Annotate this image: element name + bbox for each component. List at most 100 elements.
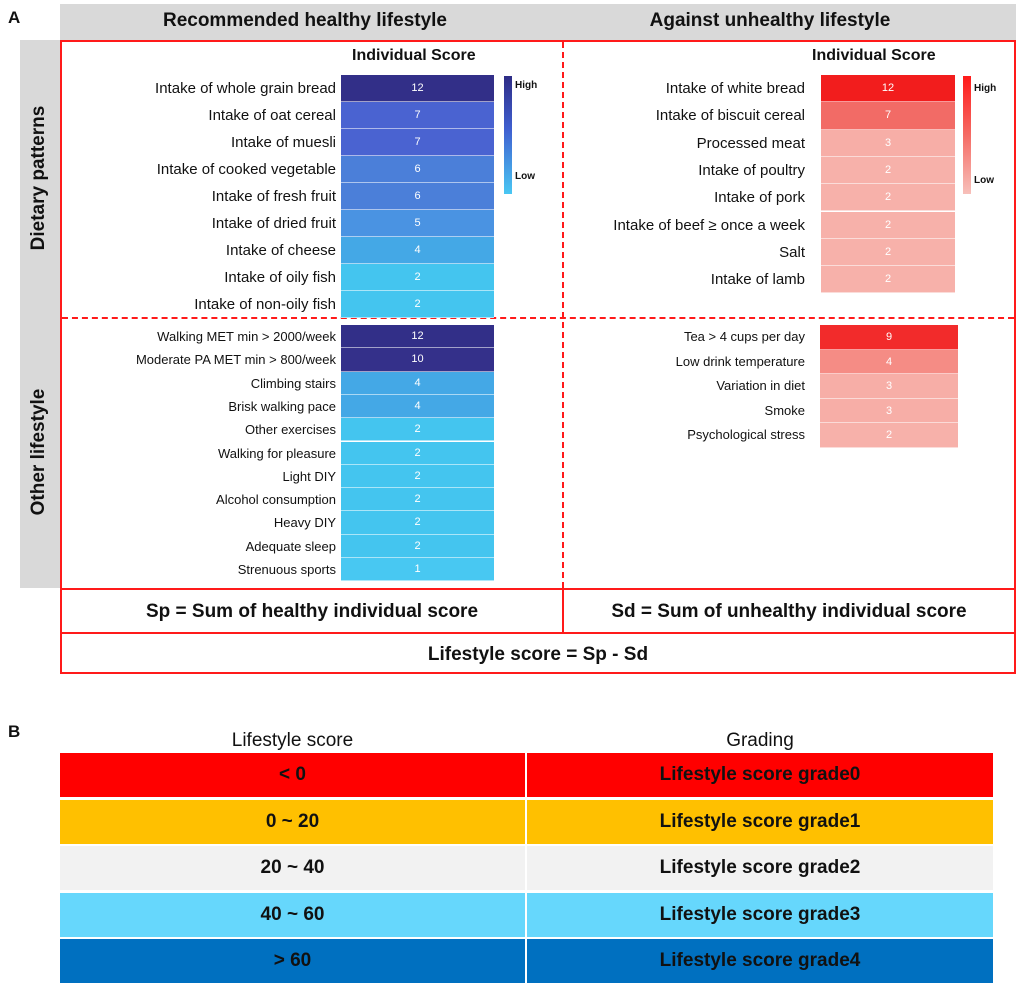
grading-grade-cell: Lifestyle score grade0 [527,753,993,797]
heatmap-row-label: Light DIY [282,468,336,484]
heatmap-row-label: Intake of muesli [230,134,336,151]
heatmap-row: Intake of muesli 7 [100,129,495,156]
heatmap-row-label: Intake of dried fruit [211,215,336,232]
heatmap-cell: 2 [341,488,494,512]
heatmap-row: Intake of pork 2 [580,184,960,212]
lifestyle-formula-frame [60,632,1016,674]
heatmap-row: Walking for pleasure 2 [100,441,495,465]
heatmap-row: Salt 2 [580,238,960,267]
heatmap-row-label: Tea > 4 cups per day [683,329,805,344]
panel-b-label: B [8,722,21,741]
legend-bar-blue [504,76,512,194]
heatmap-row: Intake of beef ≥ once a week 2 [580,211,960,239]
heatmap-cell: 2 [341,441,494,465]
heatmap-row-label: Walking MET min > 2000/week [157,329,336,344]
heatmap-row-label: Walking for pleasure [217,445,336,461]
grading-range-cell: 20 ~ 40 [60,846,525,890]
heatmap-row-label: Intake of cooked vegetable [156,161,336,178]
heatmap-cell: 12 [821,75,955,103]
heatmap-row-label: Intake of poultry [698,161,805,179]
heatmap-row: Variation in diet 3 [620,374,958,399]
heatmap-cell: 1 [341,558,494,582]
horizontal-divider [62,317,1014,319]
heatmap-row-label: Alcohol consumption [216,492,336,508]
heatmap-row: Low drink temperature 4 [620,349,958,374]
heatmap-cell: 10 [341,348,494,372]
grading-grade-cell: Lifestyle score grade4 [527,939,993,983]
row-label-other: Other lifestyle [28,388,49,516]
grading-range-cell: 40 ~ 60 [60,892,525,937]
heatmap-cell: 4 [341,394,494,419]
heatmap-row: Intake of biscuit cereal 7 [580,102,960,130]
heatmap-cell: 3 [821,129,955,157]
heatmap-cell: 4 [341,237,494,264]
heatmap-cell: 6 [341,156,494,183]
heatmap-row: Intake of non-oily fish 2 [100,291,495,318]
heatmap-row-label: Intake of cheese [225,242,336,259]
heatmap-row: Climbing stairs 4 [100,371,495,395]
heatmap-cell: 2 [821,211,955,239]
heatmap-cell: 2 [821,184,955,212]
heatmap-row: Intake of lamb 2 [580,266,960,294]
individual-score-title-healthy: Individual Score [352,47,476,64]
vertical-divider [562,42,564,588]
heatmap-row-label: Intake of oat cereal [208,107,336,124]
heatmap-row-label: Low drink temperature [675,353,805,369]
heatmap-row-label: Intake of whole grain bread [155,80,336,97]
heatmap-row: Intake of oat cereal 7 [100,102,495,129]
grading-range-cell: < 0 [60,753,525,797]
panel-a-label: A [8,8,21,27]
heatmap-row-label: Climbing stairs [250,375,336,391]
heatmap-row: Psychological stress 2 [620,423,958,448]
heatmap-row-label: Adequate sleep [245,538,336,554]
heatmap-row: Intake of cooked vegetable 6 [100,156,495,183]
header-unhealthy: Against unhealthy lifestyle [649,10,891,31]
heatmap-row: Processed meat 3 [580,129,960,157]
grading-header-grade: Grading [726,730,794,751]
heatmap-row-label: Intake of non-oily fish [194,296,336,313]
grading-header-score: Lifestyle score [231,730,354,751]
legend-low-blue: Low [515,171,535,182]
heatmap-row-label: Psychological stress [687,427,805,442]
heatmap-row: Intake of white bread 12 [580,75,960,103]
heatmap-row-label: Strenuous sports [237,562,336,577]
heatmap-row: Strenuous sports 1 [100,558,495,582]
formula-sp: Sp = Sum of healthy individual score [145,601,479,622]
column-header-bar [60,4,1016,40]
heatmap-cell: 6 [341,183,494,210]
grading-grade-cell: Lifestyle score grade2 [527,846,993,890]
heatmap-cell: 12 [341,325,494,349]
heatmap-row: Intake of poultry 2 [580,156,960,185]
heatmap-cell: 9 [820,325,958,350]
heatmap-row: Smoke 3 [620,398,958,423]
heatmap-row-label: Processed meat [696,134,805,152]
row-header-bar [20,40,60,588]
heatmap-row-label: Brisk walking pace [228,398,336,414]
heatmap-row-label: Intake of oily fish [224,269,336,286]
heatmap-row: Other exercises 2 [100,418,495,442]
heatmap-cell: 2 [341,418,494,442]
heatmap-cell: 2 [341,534,494,558]
heatmap-row-label: Intake of beef ≥ once a week [613,216,805,234]
grading-range-cell: > 60 [60,939,525,983]
heatmap-cell: 7 [821,102,955,130]
sum-divider [562,590,564,632]
heatmap-row: Light DIY 2 [100,464,495,489]
heatmap-cell: 7 [341,129,494,156]
heatmap-row-label: Salt [779,243,805,261]
heatmap-row-label: Heavy DIY [273,515,336,531]
heatmap-row-label: Intake of white bread [665,80,805,97]
grading-range-cell: 0 ~ 20 [60,799,525,844]
heatmap-row-label: Other exercises [244,422,336,438]
heatmap-cell: 2 [341,464,494,489]
heatmap-cell: 3 [820,398,958,423]
legend-bar-red [963,76,971,194]
heatmap-row-label: Intake of biscuit cereal [655,107,805,125]
heatmap-row: Walking MET min > 2000/week 12 [100,325,495,349]
legend-high-red: High [974,83,997,94]
heatmap-row-label: Intake of lamb [710,271,805,289]
heatmap-cell: 4 [341,371,494,395]
heatmap-cell: 5 [341,210,494,237]
grading-grade-cell: Lifestyle score grade1 [527,799,993,844]
formula-sd: Sd = Sum of unhealthy individual score [611,601,967,622]
